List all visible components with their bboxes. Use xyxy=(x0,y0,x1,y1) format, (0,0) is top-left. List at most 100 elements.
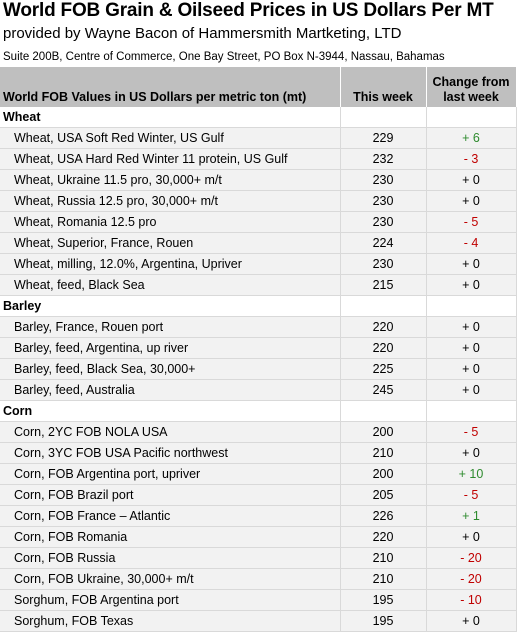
product-name: Barley, France, Rouen port xyxy=(0,316,341,338)
product-name: Wheat, USA Soft Red Winter, US Gulf xyxy=(0,127,341,149)
table-row: Barley, feed, Argentina, up river 220 + 0 xyxy=(0,337,517,359)
weekly-change: + 0 xyxy=(426,442,517,464)
price-table: World FOB Values in US Dollars per metri… xyxy=(0,67,517,632)
column-header-this-week: This week xyxy=(340,67,427,107)
this-week-price: 230 xyxy=(340,169,427,191)
category-row: Barley xyxy=(0,295,517,317)
table-row: Wheat, USA Hard Red Winter 11 protein, U… xyxy=(0,148,517,170)
this-week-price: 229 xyxy=(340,127,427,149)
category-row: Wheat xyxy=(0,107,517,128)
weekly-change: - 20 xyxy=(426,547,517,569)
product-name: Corn, 3YC FOB USA Pacific northwest xyxy=(0,442,341,464)
table-row: Corn, 2YC FOB NOLA USA 200- 5 xyxy=(0,421,517,443)
product-name: Sorghum, FOB Texas xyxy=(0,610,341,632)
weekly-change: + 0 xyxy=(426,274,517,296)
this-week-price: 200 xyxy=(340,421,427,443)
product-name: Barley, feed, Australia xyxy=(0,379,341,401)
this-week-price: 220 xyxy=(340,526,427,548)
weekly-change: - 5 xyxy=(426,211,517,233)
product-name: Corn, FOB France – Atlantic xyxy=(0,505,341,527)
table-row: Corn, FOB Romania 220 + 0 xyxy=(0,526,517,548)
product-name: Sorghum, FOB Argentina port xyxy=(0,589,341,611)
product-name: Wheat, Superior, France, Rouen xyxy=(0,232,341,254)
weekly-change: + 6 xyxy=(426,127,517,149)
product-name: Wheat, feed, Black Sea xyxy=(0,274,341,296)
weekly-change: - 10 xyxy=(426,589,517,611)
product-name: Corn, FOB Russia xyxy=(0,547,341,569)
product-name: Wheat, Ukraine 11.5 pro, 30,000+ m/t xyxy=(0,169,341,191)
this-week-price: 230 xyxy=(340,211,427,233)
table-body: Wheat Wheat, USA Soft Red Winter, US Gulf… xyxy=(0,107,517,632)
this-week-price: 245 xyxy=(340,379,427,401)
address-line: Suite 200B, Centre of Commerce, One Bay … xyxy=(3,51,445,63)
category-change-cell xyxy=(426,295,517,317)
table-row: Sorghum, FOB Argentina port 195- 10 xyxy=(0,589,517,611)
category-week-cell xyxy=(340,107,427,128)
category-change-cell xyxy=(426,400,517,422)
weekly-change: + 0 xyxy=(426,358,517,380)
table-row: Wheat, Superior, France, Rouen 224- 4 xyxy=(0,232,517,254)
table-row: Wheat, Ukraine 11.5 pro, 30,000+ m/t 230 +… xyxy=(0,169,517,191)
table-row: Corn, FOB Argentina port, upriver 200 + 10 xyxy=(0,463,517,485)
product-name: Barley, feed, Argentina, up river xyxy=(0,337,341,359)
category-week-cell xyxy=(340,295,427,317)
product-name: Barley, feed, Black Sea, 30,000+ xyxy=(0,358,341,380)
weekly-change: + 0 xyxy=(426,190,517,212)
this-week-price: 220 xyxy=(340,337,427,359)
column-header-change-line1: Change from xyxy=(432,75,510,89)
this-week-price: 226 xyxy=(340,505,427,527)
product-name: Corn, FOB Ukraine, 30,000+ m/t xyxy=(0,568,341,590)
category-row: Corn xyxy=(0,400,517,422)
table-row: Wheat, feed, Black Sea 215 + 0 xyxy=(0,274,517,296)
weekly-change: + 0 xyxy=(426,169,517,191)
product-name: Corn, FOB Argentina port, upriver xyxy=(0,463,341,485)
column-header-change-line2: last week xyxy=(443,90,499,104)
page-title: World FOB Grain & Oilseed Prices in US D… xyxy=(3,0,494,21)
table-row: Wheat, USA Soft Red Winter, US Gulf 229 + … xyxy=(0,127,517,149)
weekly-change: - 5 xyxy=(426,421,517,443)
product-name: Wheat, USA Hard Red Winter 11 protein, U… xyxy=(0,148,341,170)
weekly-change: - 3 xyxy=(426,148,517,170)
product-name: Corn, 2YC FOB NOLA USA xyxy=(0,421,341,443)
page-subtitle: provided by Wayne Bacon of Hammersmith M… xyxy=(3,25,402,42)
weekly-change: - 4 xyxy=(426,232,517,254)
table-row: Barley, feed, Black Sea, 30,000+ 225 + 0 xyxy=(0,358,517,380)
weekly-change: + 0 xyxy=(426,379,517,401)
table-row: Barley, feed, Australia 245 + 0 xyxy=(0,379,517,401)
this-week-price: 210 xyxy=(340,442,427,464)
category-week-cell xyxy=(340,400,427,422)
category-label: Corn xyxy=(0,400,341,422)
weekly-change: + 1 xyxy=(426,505,517,527)
weekly-change: - 20 xyxy=(426,568,517,590)
this-week-price: 220 xyxy=(340,316,427,338)
product-name: Corn, FOB Brazil port xyxy=(0,484,341,506)
this-week-price: 200 xyxy=(340,463,427,485)
this-week-price: 210 xyxy=(340,547,427,569)
table-row: Corn, FOB France – Atlantic 226 + 1 xyxy=(0,505,517,527)
table-row: Corn, FOB Ukraine, 30,000+ m/t 210- 20 xyxy=(0,568,517,590)
weekly-change: - 5 xyxy=(426,484,517,506)
this-week-price: 230 xyxy=(340,253,427,275)
table-row: Barley, France, Rouen port 220 + 0 xyxy=(0,316,517,338)
this-week-price: 232 xyxy=(340,148,427,170)
table-row: Wheat, milling, 12.0%, Argentina, Uprive… xyxy=(0,253,517,275)
weekly-change: + 0 xyxy=(426,316,517,338)
weekly-change: + 10 xyxy=(426,463,517,485)
product-name: Wheat, milling, 12.0%, Argentina, Uprive… xyxy=(0,253,341,275)
weekly-change: + 0 xyxy=(426,526,517,548)
column-header-change: Change from last week xyxy=(426,67,517,107)
table-row: Corn, FOB Brazil port 205- 5 xyxy=(0,484,517,506)
this-week-price: 230 xyxy=(340,190,427,212)
table-row: Corn, FOB Russia 210- 20 xyxy=(0,547,517,569)
table-row: Wheat, Romania 12.5 pro 230- 5 xyxy=(0,211,517,233)
table-row: Sorghum, FOB Texas 195 + 0 xyxy=(0,610,517,632)
column-header-product: World FOB Values in US Dollars per metri… xyxy=(0,67,341,107)
weekly-change: + 0 xyxy=(426,253,517,275)
product-name: Wheat, Russia 12.5 pro, 30,000+ m/t xyxy=(0,190,341,212)
weekly-change: + 0 xyxy=(426,337,517,359)
category-label: Wheat xyxy=(0,107,341,128)
product-name: Corn, FOB Romania xyxy=(0,526,341,548)
table-row: Wheat, Russia 12.5 pro, 30,000+ m/t 230 + … xyxy=(0,190,517,212)
this-week-price: 210 xyxy=(340,568,427,590)
